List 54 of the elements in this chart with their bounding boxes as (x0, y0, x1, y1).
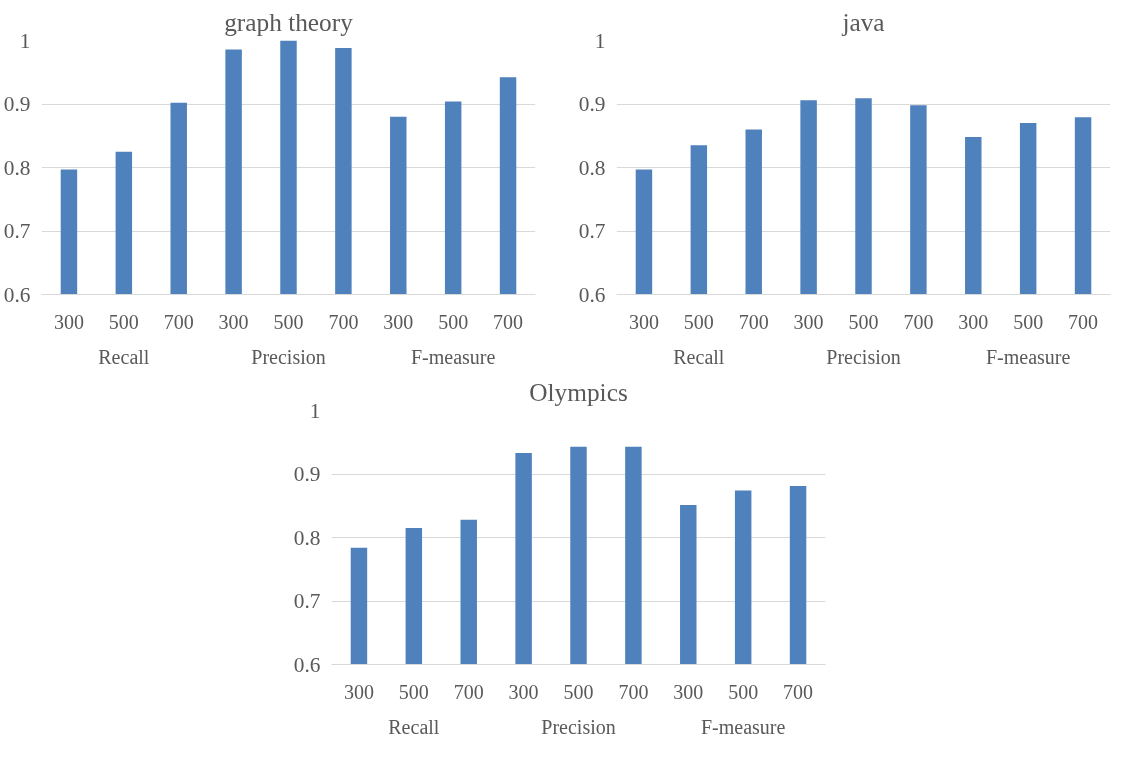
x-tick-label: 500 (563, 680, 594, 703)
x-tick-label: 700 (618, 680, 649, 703)
text: Recall (98, 345, 150, 368)
x-tick-label: 300 (53, 310, 84, 333)
x-tick-label: 300 (958, 310, 989, 333)
y-tick-label: 0.9 (293, 462, 321, 486)
y-tick-label: 0.6 (578, 282, 606, 307)
x-tick-label: 500 (108, 310, 139, 333)
chart-title: Olympics (529, 377, 628, 406)
text: Recall (673, 345, 725, 368)
text: Precision (251, 345, 326, 368)
y-tick-label: 0.8 (3, 155, 31, 180)
y-tick-label: 0.9 (3, 92, 31, 116)
x-tick-label: 700 (493, 310, 524, 333)
text: F-measure (700, 715, 786, 738)
x-tick-label: 500 (1013, 310, 1044, 333)
y-tick-label: 1 (19, 28, 31, 53)
x-tick-label: 300 (793, 310, 824, 333)
x-tick-label: 700 (783, 680, 814, 703)
y-tick-label: 0.6 (293, 652, 321, 677)
x-tick-label: 700 (453, 680, 484, 703)
x-tick-label: 300 (508, 680, 539, 703)
chart-title: graph theory (224, 7, 354, 36)
x-tick-label: 500 (398, 680, 429, 703)
text: F-measure (410, 345, 496, 368)
x-tick-label: 700 (163, 310, 194, 333)
x-tick-label: 500 (683, 310, 714, 333)
y-tick-label: 1 (309, 398, 321, 423)
y-tick-label: 0.8 (578, 155, 606, 180)
x-tick-label: 500 (728, 680, 759, 703)
x-tick-label: 300 (343, 680, 374, 703)
chart-title: java (841, 7, 885, 36)
x-tick-label: 700 (903, 310, 934, 333)
x-tick-label: 300 (218, 310, 249, 333)
text: Recall (388, 715, 440, 738)
y-tick-label: 0.6 (3, 282, 31, 307)
x-tick-label: 500 (848, 310, 879, 333)
text: Precision (541, 715, 616, 738)
x-tick-label: 700 (328, 310, 359, 333)
x-tick-label: 300 (383, 310, 414, 333)
x-tick-label: 500 (273, 310, 304, 333)
text: F-measure (985, 345, 1071, 368)
y-tick-label: 1 (594, 28, 606, 53)
x-tick-label: 300 (628, 310, 659, 333)
x-tick-label: 300 (673, 680, 704, 703)
y-tick-label: 0.7 (3, 219, 31, 243)
y-tick-label: 0.9 (578, 92, 606, 116)
y-tick-label: 0.7 (578, 219, 606, 243)
x-tick-label: 500 (438, 310, 469, 333)
y-tick-label: 0.8 (293, 525, 321, 550)
x-tick-label: 700 (738, 310, 769, 333)
x-tick-label: 700 (1068, 310, 1099, 333)
y-tick-label: 0.7 (293, 589, 321, 613)
text: Precision (826, 345, 901, 368)
